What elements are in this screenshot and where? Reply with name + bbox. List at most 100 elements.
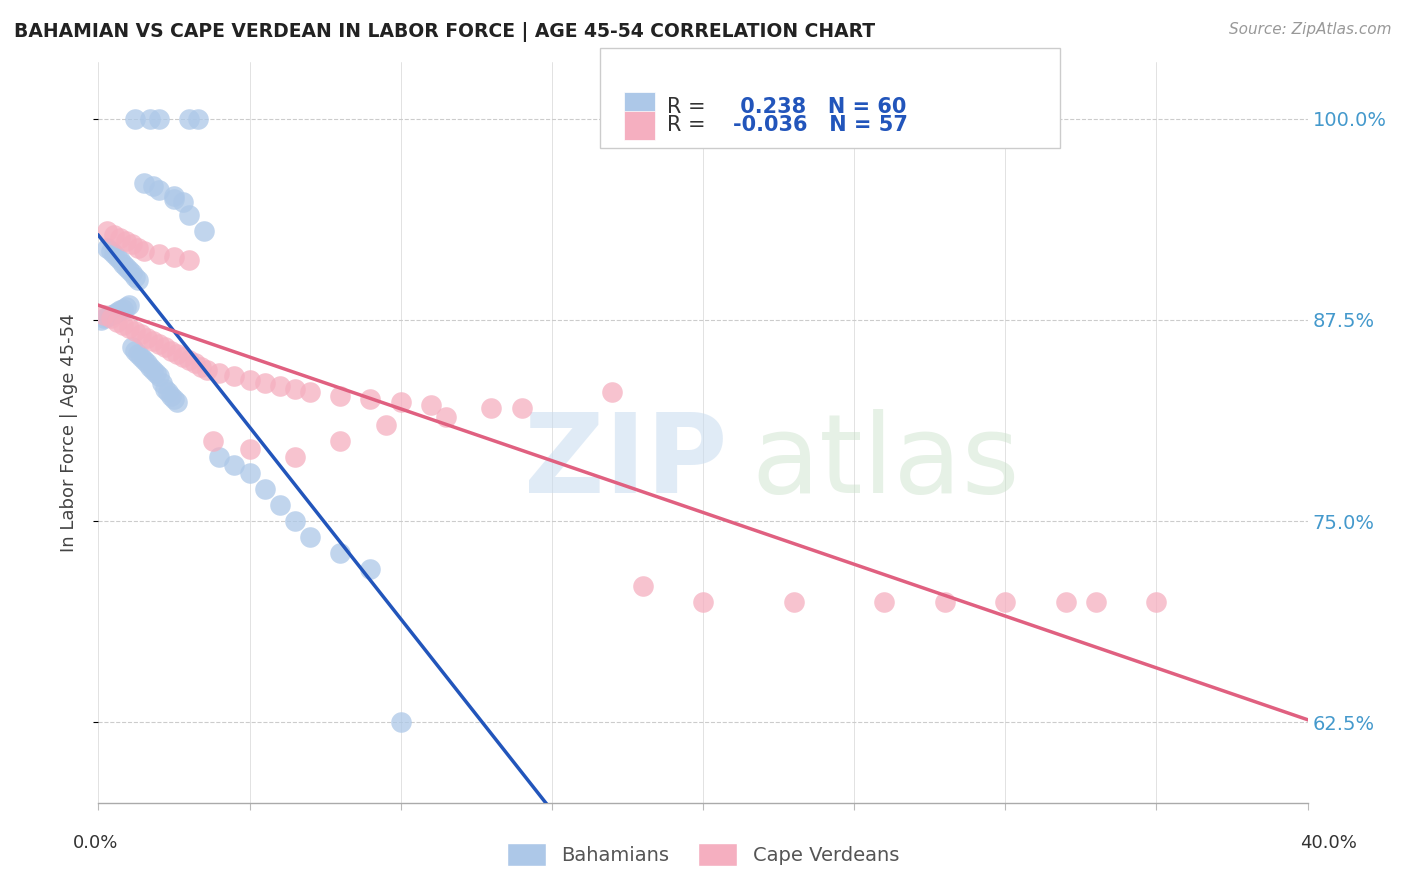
Point — [434, 409, 457, 424]
Point — [135, 331, 157, 345]
Point — [208, 366, 231, 380]
Point — [142, 363, 165, 377]
Point — [121, 237, 143, 252]
Point — [153, 340, 176, 354]
Text: 40.0%: 40.0% — [1301, 834, 1357, 852]
Point — [420, 398, 443, 412]
Point — [139, 359, 162, 374]
Point — [108, 303, 131, 318]
Point — [156, 385, 179, 400]
Point — [100, 308, 122, 322]
Point — [93, 308, 115, 322]
Point — [111, 301, 134, 316]
Point — [142, 179, 165, 194]
Point — [108, 253, 131, 268]
Point — [121, 340, 143, 354]
Point — [239, 466, 262, 480]
Legend: Bahamians, Cape Verdeans: Bahamians, Cape Verdeans — [499, 835, 907, 873]
Point — [105, 250, 128, 264]
Point — [118, 321, 141, 335]
Point — [160, 343, 183, 358]
FancyBboxPatch shape — [624, 92, 655, 121]
Point — [994, 594, 1017, 608]
Point — [103, 306, 125, 320]
Point — [135, 356, 157, 370]
Point — [129, 350, 152, 364]
Point — [124, 343, 146, 358]
Point — [150, 376, 173, 390]
Point — [934, 594, 956, 608]
Point — [127, 240, 149, 254]
Point — [124, 324, 146, 338]
Point — [602, 385, 624, 400]
Point — [187, 112, 209, 126]
Point — [172, 350, 194, 364]
Point — [284, 514, 307, 528]
Point — [190, 359, 212, 374]
Point — [132, 244, 155, 258]
Point — [239, 442, 262, 456]
Point — [163, 250, 186, 264]
Point — [163, 192, 186, 206]
Point — [166, 347, 188, 361]
Point — [129, 327, 152, 342]
Point — [148, 337, 170, 351]
Point — [284, 382, 307, 396]
Point — [96, 224, 118, 238]
Point — [118, 298, 141, 312]
Point — [299, 530, 322, 544]
Point — [160, 388, 183, 402]
Point — [108, 231, 131, 245]
Text: -0.036   N = 57: -0.036 N = 57 — [734, 115, 908, 136]
Text: 0.0%: 0.0% — [73, 834, 118, 852]
Point — [184, 356, 207, 370]
Point — [148, 247, 170, 261]
Point — [374, 417, 396, 432]
Point — [100, 311, 122, 326]
Point — [100, 244, 122, 258]
Text: ZIP: ZIP — [524, 409, 727, 516]
Point — [510, 401, 533, 416]
Point — [132, 176, 155, 190]
FancyBboxPatch shape — [600, 47, 1060, 147]
Point — [389, 715, 412, 730]
Point — [114, 234, 136, 248]
Point — [166, 395, 188, 409]
Point — [179, 208, 201, 222]
Point — [127, 347, 149, 361]
Point — [179, 253, 201, 268]
Point — [1144, 594, 1167, 608]
Point — [299, 385, 322, 400]
Point — [692, 594, 714, 608]
Point — [224, 458, 246, 472]
Point — [103, 227, 125, 242]
Point — [783, 594, 806, 608]
Point — [239, 372, 262, 386]
Point — [127, 273, 149, 287]
Text: R =: R = — [666, 115, 711, 136]
Point — [269, 498, 291, 512]
Point — [389, 395, 412, 409]
FancyBboxPatch shape — [624, 111, 655, 140]
Point — [269, 379, 291, 393]
Point — [124, 269, 146, 284]
Point — [105, 305, 128, 319]
Point — [253, 482, 276, 496]
Text: R =: R = — [666, 97, 711, 117]
Point — [202, 434, 225, 448]
Point — [114, 300, 136, 314]
Point — [224, 369, 246, 384]
Point — [153, 382, 176, 396]
Point — [148, 112, 170, 126]
Point — [96, 310, 118, 324]
Point — [93, 311, 115, 326]
Text: BAHAMIAN VS CAPE VERDEAN IN LABOR FORCE | AGE 45-54 CORRELATION CHART: BAHAMIAN VS CAPE VERDEAN IN LABOR FORCE … — [14, 22, 875, 42]
Point — [360, 392, 382, 406]
Point — [631, 578, 654, 592]
Point — [145, 366, 167, 380]
Point — [329, 546, 352, 560]
Point — [118, 263, 141, 277]
Point — [193, 224, 215, 238]
Point — [163, 189, 186, 203]
Point — [873, 594, 896, 608]
